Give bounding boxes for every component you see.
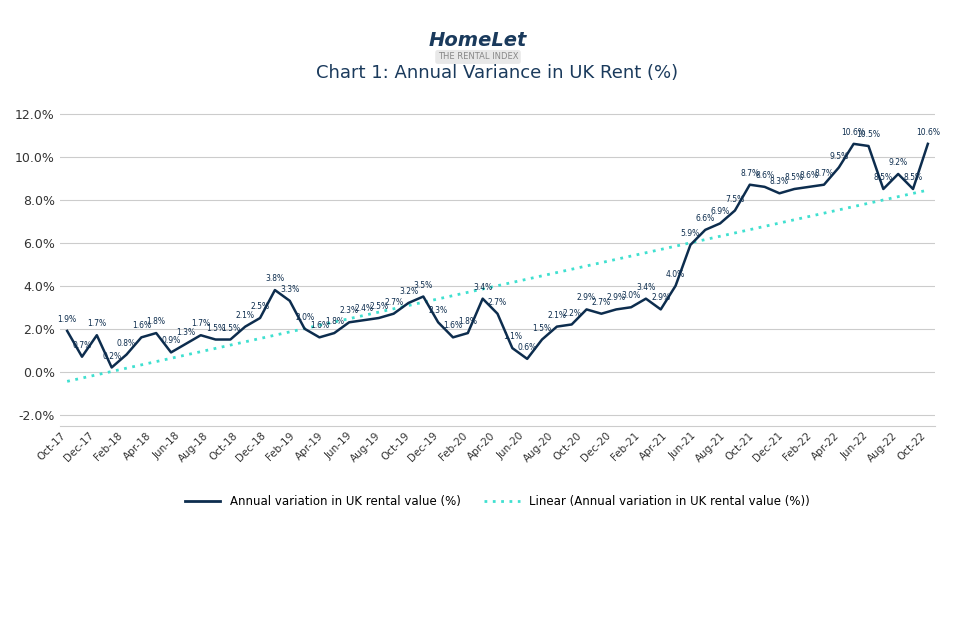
Text: 1.5%: 1.5% — [221, 323, 240, 333]
Text: 1.7%: 1.7% — [87, 319, 106, 328]
Text: HomeLet: HomeLet — [429, 31, 527, 50]
Text: 2.0%: 2.0% — [295, 313, 315, 322]
Text: 2.7%: 2.7% — [592, 298, 611, 307]
Text: 1.5%: 1.5% — [206, 323, 225, 333]
Text: 3.2%: 3.2% — [399, 287, 418, 296]
Text: 10.6%: 10.6% — [916, 128, 940, 137]
Text: 6.9%: 6.9% — [710, 207, 729, 217]
Text: 1.6%: 1.6% — [132, 321, 151, 331]
Text: 2.5%: 2.5% — [369, 302, 388, 311]
Text: 8.5%: 8.5% — [903, 173, 923, 182]
Text: 1.3%: 1.3% — [176, 328, 195, 337]
Text: 2.1%: 2.1% — [236, 311, 254, 320]
Text: THE RENTAL INDEX: THE RENTAL INDEX — [438, 52, 518, 62]
Text: 8.7%: 8.7% — [740, 169, 759, 178]
Text: 1.1%: 1.1% — [503, 332, 522, 341]
Text: 9.5%: 9.5% — [829, 152, 848, 160]
Text: 2.2%: 2.2% — [562, 308, 581, 318]
Text: 2.9%: 2.9% — [651, 294, 670, 302]
Text: 3.4%: 3.4% — [637, 283, 656, 292]
Text: 7.5%: 7.5% — [726, 194, 745, 204]
Text: 1.6%: 1.6% — [310, 321, 329, 331]
Text: 9.2%: 9.2% — [889, 158, 908, 167]
Text: 1.8%: 1.8% — [458, 317, 477, 326]
Text: 8.7%: 8.7% — [815, 169, 834, 178]
Text: 10.5%: 10.5% — [857, 130, 880, 139]
Text: 8.3%: 8.3% — [770, 177, 789, 186]
Legend: Annual variation in UK rental value (%), Linear (Annual variation in UK rental v: Annual variation in UK rental value (%),… — [181, 491, 815, 513]
Text: 2.9%: 2.9% — [577, 294, 597, 302]
Text: 3.3%: 3.3% — [280, 285, 299, 294]
Text: 2.3%: 2.3% — [428, 307, 447, 315]
Text: 8.6%: 8.6% — [799, 171, 818, 180]
Text: 3.5%: 3.5% — [414, 281, 433, 289]
Text: 2.4%: 2.4% — [355, 304, 374, 313]
Text: 0.8%: 0.8% — [117, 339, 136, 347]
Text: 3.8%: 3.8% — [266, 274, 285, 283]
Text: 2.5%: 2.5% — [250, 302, 270, 311]
Text: 0.9%: 0.9% — [162, 336, 181, 346]
Text: 0.6%: 0.6% — [517, 343, 537, 352]
Text: 6.6%: 6.6% — [696, 214, 715, 223]
Text: 1.5%: 1.5% — [532, 323, 552, 333]
Text: 0.7%: 0.7% — [73, 341, 92, 350]
Text: 8.5%: 8.5% — [785, 173, 804, 182]
Text: 1.8%: 1.8% — [146, 317, 165, 326]
Text: 1.9%: 1.9% — [57, 315, 76, 324]
Text: 5.9%: 5.9% — [681, 229, 700, 238]
Text: 0.2%: 0.2% — [102, 352, 121, 360]
Text: 2.9%: 2.9% — [607, 294, 626, 302]
Text: 8.5%: 8.5% — [874, 173, 893, 182]
Text: 3.0%: 3.0% — [621, 291, 641, 300]
Text: 8.6%: 8.6% — [755, 171, 774, 180]
Text: 4.0%: 4.0% — [666, 270, 685, 279]
Text: 1.8%: 1.8% — [325, 317, 344, 326]
Text: 1.6%: 1.6% — [444, 321, 463, 331]
Title: Chart 1: Annual Variance in UK Rent (%): Chart 1: Annual Variance in UK Rent (%) — [316, 64, 679, 82]
Text: 2.7%: 2.7% — [488, 298, 507, 307]
Text: 2.1%: 2.1% — [548, 311, 566, 320]
Text: 10.6%: 10.6% — [841, 128, 866, 137]
Text: 2.7%: 2.7% — [384, 298, 403, 307]
Text: 3.4%: 3.4% — [473, 283, 492, 292]
Text: 1.7%: 1.7% — [191, 319, 210, 328]
Text: 2.3%: 2.3% — [339, 307, 358, 315]
